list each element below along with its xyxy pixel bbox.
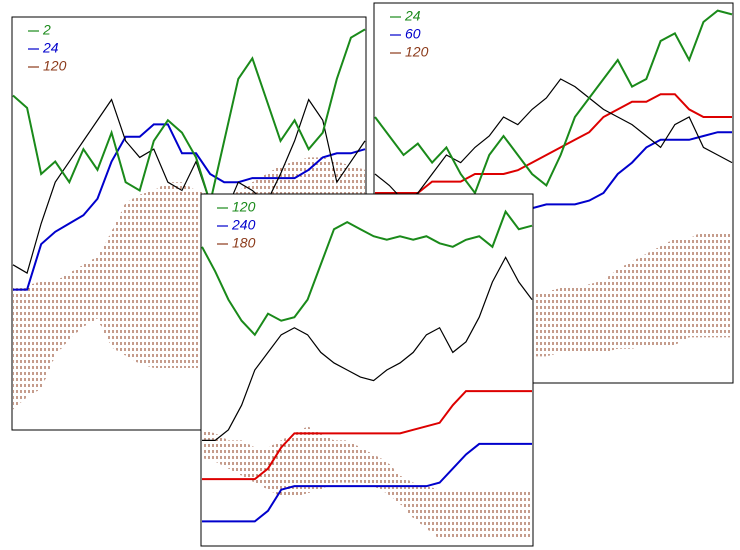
legend-label: 120	[405, 44, 429, 60]
series-line	[202, 256, 533, 441]
legend-label: 120	[232, 199, 256, 215]
legend-label: 240	[231, 217, 256, 233]
cloud-area	[202, 426, 532, 539]
series-line	[374, 9, 733, 196]
series-line	[202, 442, 532, 523]
series-line	[375, 93, 732, 194]
legend-label: 2	[42, 22, 51, 38]
legend-label: 60	[405, 26, 421, 42]
plot-area: 120 240 180	[201, 199, 533, 539]
series-line	[13, 123, 366, 291]
window-frame	[200, 193, 534, 547]
legend-label: 120	[43, 58, 67, 74]
series-line	[374, 78, 733, 202]
legend-label: 180	[232, 235, 256, 251]
series-line	[12, 98, 366, 274]
legend-label: 24	[42, 40, 59, 56]
series-line	[202, 390, 532, 481]
legend-label: 24	[404, 8, 421, 24]
series-line	[12, 28, 366, 207]
chart-window: 120 240 180	[200, 193, 534, 547]
series-line	[201, 209, 533, 337]
